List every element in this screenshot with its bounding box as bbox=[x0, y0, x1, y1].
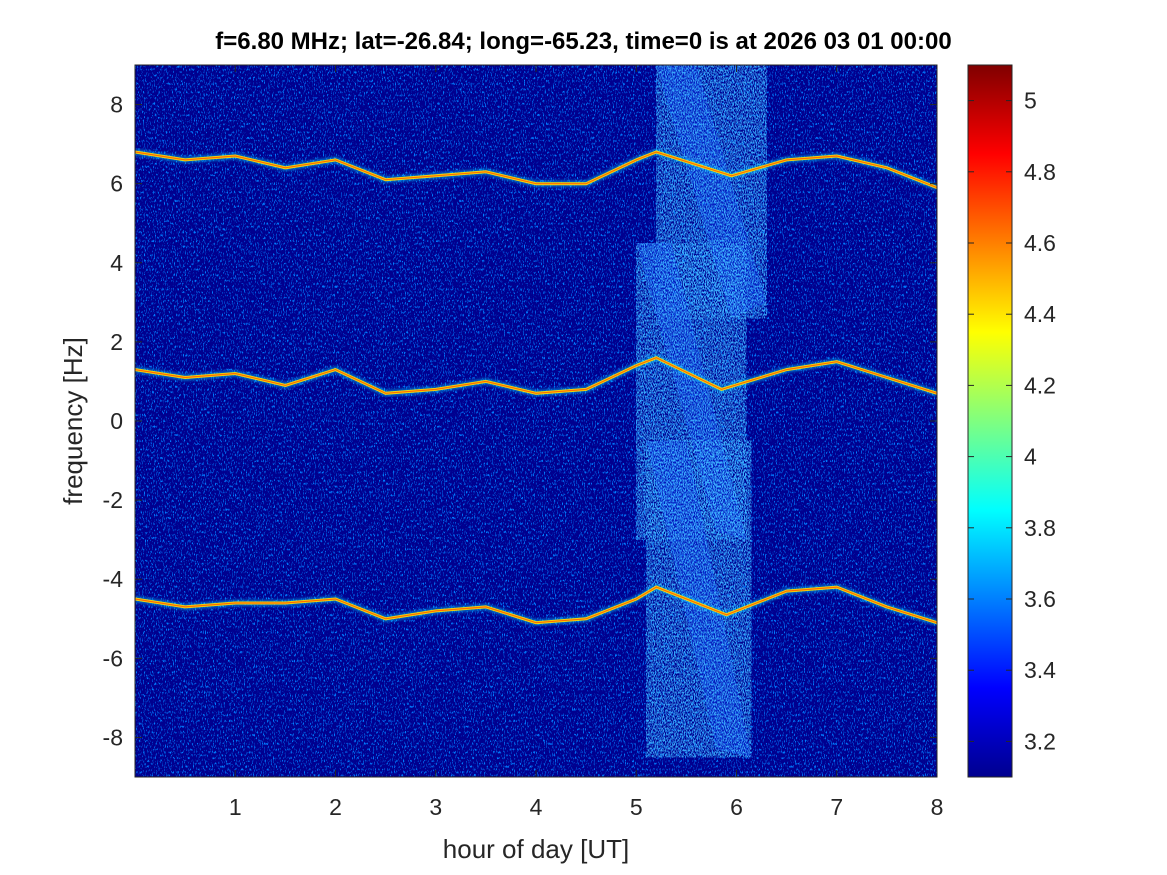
noise-layer bbox=[135, 65, 937, 777]
colorbar-tick-label: 4.2 bbox=[1024, 372, 1056, 398]
y-tick-label: 6 bbox=[110, 171, 123, 197]
colorbar-tick-label: 3.4 bbox=[1024, 657, 1056, 683]
axes: 1 2 3 4 5 6 7 8 -8 -6 -4 -2 0 2 4 6 8 hour of day [UT] fre… bbox=[58, 64, 944, 864]
colorbar: 3.2 3.4 3.6 3.8 4 4.2 4.4 4.6 4.8 5 bbox=[967, 64, 1056, 778]
colorbar-tick-label: 4.8 bbox=[1024, 159, 1056, 185]
colorbar-tick-label: 3.6 bbox=[1024, 586, 1056, 612]
x-tick-label: 7 bbox=[830, 794, 843, 820]
y-tick-label: -6 bbox=[103, 645, 123, 671]
x-tick-label: 1 bbox=[229, 794, 242, 820]
trace-peak-3 bbox=[135, 586, 937, 624]
x-tick-label: 2 bbox=[329, 794, 342, 820]
trace-peak-1 bbox=[135, 151, 937, 189]
interference-speckle-2 bbox=[636, 243, 747, 540]
x-tick-label: 3 bbox=[429, 794, 442, 820]
y-tick-label: -4 bbox=[103, 566, 124, 592]
chart-title: f=6.80 MHz; lat=-26.84; long=-65.23, tim… bbox=[215, 28, 952, 55]
colorbar-tick-label: 4.6 bbox=[1024, 230, 1056, 256]
y-tick-label: -8 bbox=[103, 724, 123, 750]
x-tick-label: 6 bbox=[730, 794, 743, 820]
colorbar-tick-label: 3.8 bbox=[1024, 515, 1056, 541]
colorbar-frame bbox=[967, 64, 1013, 778]
interference-speckle-3 bbox=[646, 440, 752, 758]
y-axis-label: frequency [Hz] bbox=[58, 337, 88, 505]
x-axis-label: hour of day [UT] bbox=[443, 834, 629, 864]
y-tick-label: 2 bbox=[110, 329, 123, 355]
x-tick-label: 8 bbox=[931, 794, 944, 820]
x-tick-label: 5 bbox=[630, 794, 643, 820]
plot-clip bbox=[135, 65, 937, 777]
colorbar-tick-label: 3.2 bbox=[1024, 728, 1056, 754]
y-tick-label: -2 bbox=[103, 487, 123, 513]
colorbar-gradient bbox=[968, 65, 1012, 777]
trace-peak-2 bbox=[135, 357, 937, 394]
colorbar-tick-label: 4.4 bbox=[1024, 301, 1056, 327]
x-tick-label: 4 bbox=[530, 794, 543, 820]
y-tick-label: 4 bbox=[110, 250, 123, 276]
colorbar-tick-label: 4 bbox=[1024, 444, 1037, 470]
y-tick-label: 8 bbox=[110, 92, 123, 118]
y-tick-label: 0 bbox=[110, 408, 123, 434]
interference-speckle-1 bbox=[656, 65, 767, 319]
plot-area bbox=[135, 65, 937, 777]
colorbar-tick-label: 5 bbox=[1024, 88, 1037, 114]
